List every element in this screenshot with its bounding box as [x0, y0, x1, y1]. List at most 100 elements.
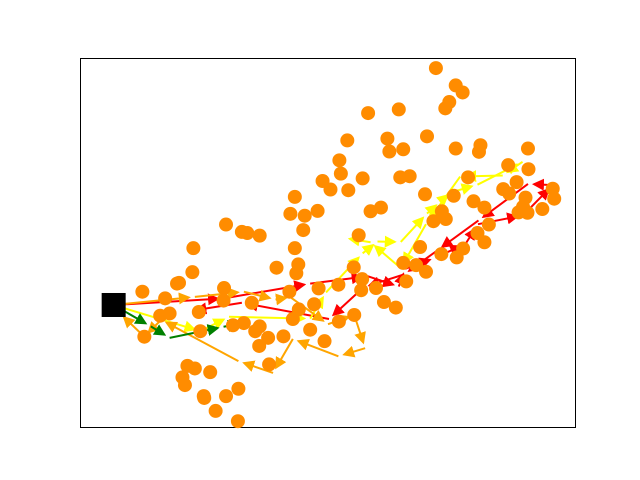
customer-node [269, 260, 284, 275]
customer-node [351, 228, 366, 243]
customer-node [170, 276, 185, 291]
customer-node [520, 141, 535, 156]
customer-node [296, 223, 311, 238]
customer-node [185, 265, 200, 280]
customer-node [448, 78, 463, 93]
nodes-layer [135, 61, 562, 429]
route-yellow-segment [361, 243, 375, 256]
customer-node [317, 334, 332, 349]
customer-node [449, 250, 464, 265]
customer-node [393, 170, 408, 185]
customer-node [347, 307, 362, 322]
customer-node [409, 258, 424, 273]
customer-node [428, 61, 443, 76]
customer-node [341, 183, 356, 198]
customer-node [230, 414, 245, 429]
customer-node [331, 277, 346, 292]
customer-node [420, 129, 434, 144]
customer-node [346, 260, 361, 275]
customer-node [216, 293, 231, 308]
route-red-segment [440, 219, 480, 249]
customer-node [197, 390, 212, 405]
customer-node [376, 295, 391, 310]
customer-node [287, 241, 302, 256]
customer-node [426, 214, 441, 229]
customer-node [355, 272, 370, 287]
customer-node [282, 284, 297, 299]
customer-node [388, 300, 403, 315]
customer-node [396, 142, 411, 157]
customer-node [382, 144, 397, 159]
customer-node [502, 186, 517, 201]
customer-node [193, 324, 208, 339]
route-yellow-segment [428, 175, 461, 221]
customer-node [307, 297, 322, 312]
customer-node [331, 314, 346, 329]
customer-node [252, 338, 267, 353]
customer-node [311, 281, 326, 296]
customer-node [391, 102, 406, 117]
route-orange-segment [296, 339, 339, 358]
customer-node [323, 182, 338, 197]
customer-node [137, 329, 152, 344]
customer-node [162, 306, 177, 321]
plot-area [80, 58, 576, 428]
customer-node [396, 255, 411, 270]
customer-node [135, 284, 150, 299]
customer-node [354, 283, 369, 298]
customer-node [175, 370, 190, 385]
customer-node [418, 187, 433, 202]
route-green-segment [150, 324, 167, 336]
customer-node [310, 203, 325, 218]
route-orange [113, 287, 366, 374]
customer-node [285, 312, 300, 327]
customer-node [180, 358, 195, 373]
customer-node [461, 170, 476, 185]
customer-node [438, 101, 453, 116]
customer-node [231, 381, 246, 396]
customer-node [509, 175, 524, 190]
depot-layer [101, 292, 126, 317]
customer-node [203, 365, 218, 380]
customer-node [477, 200, 492, 215]
customer-node [217, 281, 232, 296]
customer-node [333, 166, 348, 181]
customer-node [219, 389, 234, 404]
customer-node [244, 295, 259, 310]
customer-node [191, 305, 206, 320]
customer-node [434, 247, 449, 262]
customer-node [466, 194, 481, 209]
customer-node [186, 241, 201, 256]
customer-node [340, 133, 355, 148]
customer-node [261, 330, 276, 345]
customer-node [225, 318, 240, 333]
customer-node [303, 322, 318, 337]
customer-node [448, 141, 463, 156]
depot-marker [101, 292, 126, 317]
route-orange-segment [342, 345, 366, 358]
customer-node [535, 202, 550, 217]
route-orange-segment [164, 321, 239, 362]
customer-node [158, 291, 173, 306]
customer-node [446, 188, 461, 203]
customer-node [276, 329, 291, 344]
customer-node [369, 281, 384, 296]
route-orange-segment [289, 296, 325, 322]
customer-node [355, 171, 370, 186]
customer-node [219, 217, 234, 232]
route-orange-segment [275, 293, 288, 306]
route-orange-segment [275, 338, 294, 370]
customer-node [413, 240, 428, 255]
customer-node [252, 228, 267, 243]
customer-node [236, 316, 251, 331]
customer-node [248, 324, 263, 339]
customer-node [262, 357, 277, 372]
route-red-segment [481, 183, 529, 219]
route-orange-segment [113, 292, 191, 306]
customer-node [419, 264, 434, 279]
customer-node [297, 208, 312, 223]
customer-node [373, 200, 388, 215]
customer-node [481, 217, 496, 232]
customer-node [332, 153, 347, 168]
